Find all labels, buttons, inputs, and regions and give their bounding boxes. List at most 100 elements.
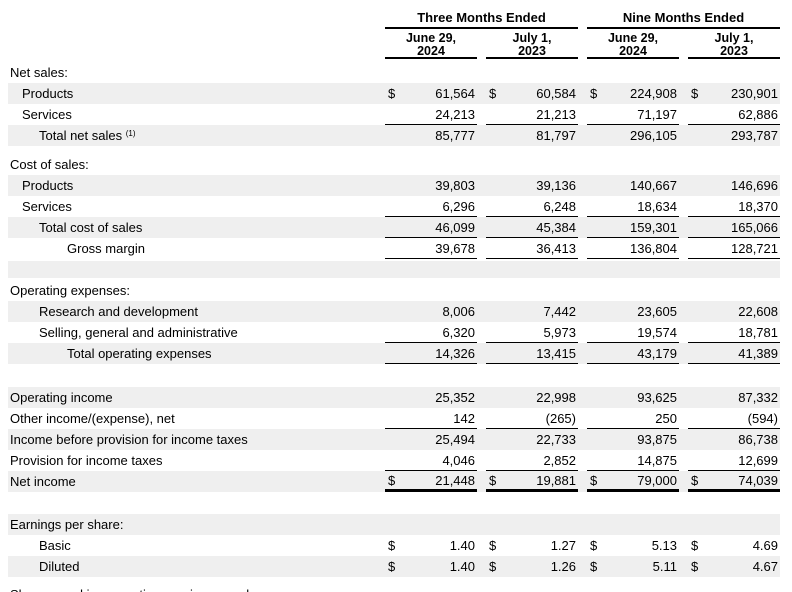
row-label: Shares used in computing earnings per sh… (8, 587, 376, 592)
value-cell-col4 (688, 154, 780, 175)
value-cell-col4: (594) (688, 408, 780, 429)
row-label: Basic (39, 538, 71, 553)
value-cell-col4: 128,721 (688, 238, 780, 259)
cell-value: 5,973 (543, 324, 576, 340)
cell-value: 165,066 (731, 219, 778, 235)
column-header-q3-2024: June 29, 2024 (385, 29, 477, 59)
value-cell-col3 (587, 62, 679, 83)
value-cell-col3: 159,301 (587, 217, 679, 238)
row-label: Total cost of sales (39, 220, 143, 235)
cell-value: 61,564 (435, 86, 475, 101)
value-cell-col4: 22,608 (688, 301, 780, 322)
period-header-row: Three Months Ended Nine Months Ended (8, 10, 780, 29)
value-cell-col1 (385, 587, 477, 592)
value-cell-col4 (688, 587, 780, 592)
row-label: Other income/(expense), net (10, 411, 175, 426)
currency-symbol: $ (590, 472, 598, 488)
row-provision-for-income-taxes: Provision for income taxes 4,046 2,852 14,8… (8, 450, 780, 471)
row-label: Products (22, 178, 74, 193)
cell-value: 250 (655, 410, 677, 426)
row-label: Total net sales (1) (39, 128, 136, 143)
value-cell-col4: 87,332 (688, 387, 780, 408)
row-label: Cost of sales: (10, 157, 89, 172)
row-other-income-expense-net: Other income/(expense), net 142 (265) 250 (5… (8, 408, 780, 429)
value-cell-col2: 45,384 (486, 217, 578, 238)
cell-value: 14,326 (435, 345, 475, 361)
date-line-1: June 29, (607, 31, 659, 45)
row-label: Operating expenses: (10, 283, 130, 298)
value-cell-col3: 93,625 (587, 387, 679, 408)
value-cell-col2: 13,415 (486, 343, 578, 364)
row-label: Selling, general and administrative (39, 325, 238, 340)
value-cell-col2 (486, 280, 578, 301)
row-label: Services (22, 107, 72, 122)
currency-symbol: $ (590, 86, 598, 101)
cell-value: 140,667 (630, 178, 677, 193)
cell-value: 39,678 (435, 240, 475, 256)
value-cell-col1 (385, 280, 477, 301)
currency-symbol: $ (590, 538, 598, 553)
currency-symbol: $ (691, 472, 699, 488)
value-cell-col4: 86,738 (688, 429, 780, 450)
row-label: Net sales: (10, 65, 68, 80)
value-cell-col2: 36,413 (486, 238, 578, 259)
cell-value: (594) (747, 410, 778, 426)
footnote-marker: (1) (125, 129, 136, 138)
cell-value: 18,634 (637, 198, 677, 214)
cell-value: 19,574 (637, 324, 677, 340)
cell-value: 1.26 (550, 559, 576, 574)
row-total-net-sales: Total net sales (1) 85,777 81,797 296,105 29… (8, 125, 780, 146)
row-label: Services (22, 199, 72, 214)
cell-value: 14,875 (637, 452, 677, 468)
cell-value: 46,099 (435, 219, 475, 235)
row-research-and-development: Research and development 8,006 7,442 23,605… (8, 301, 780, 322)
value-cell-col2: 22,998 (486, 387, 578, 408)
cell-value: 6,248 (543, 198, 576, 214)
value-cell-col4 (688, 62, 780, 83)
label-column-spacer (8, 29, 385, 59)
cell-value: 13,415 (536, 345, 576, 361)
currency-symbol: $ (489, 472, 497, 488)
cell-value: (265) (545, 410, 576, 426)
cell-value: 87,332 (738, 390, 778, 405)
cell-value: 4,046 (442, 452, 475, 468)
value-cell-col4: $4.69 (688, 535, 780, 556)
row-total-operating-expenses: Total operating expenses 14,326 13,415 43,1… (8, 343, 780, 364)
value-cell-col1: 142 (385, 408, 477, 429)
value-cell-col3: 250 (587, 408, 679, 429)
date-line-1: July 1, (714, 31, 754, 45)
value-cell-col2 (486, 587, 578, 592)
value-cell-col1: 4,046 (385, 450, 477, 471)
value-cell-col1: $21,448 (385, 471, 477, 492)
value-cell-col3: $5.13 (587, 535, 679, 556)
cell-value: 296,105 (630, 128, 677, 143)
cell-value: 230,901 (731, 86, 778, 101)
row-label: Research and development (39, 304, 198, 319)
row-label: Total operating expenses (67, 346, 212, 361)
currency-symbol: $ (388, 559, 396, 574)
cell-value: 21,213 (536, 106, 576, 122)
cell-value: 21,448 (435, 472, 475, 488)
row-operating-income: Operating income 25,352 22,998 93,625 87,332 (8, 387, 780, 408)
row-label: Provision for income taxes (10, 453, 163, 468)
row-net-sales-services: Services 24,213 21,213 71,197 62,886 (8, 104, 780, 125)
row-label: Operating income (10, 390, 113, 405)
column-header-q3-2023: July 1, 2023 (486, 29, 578, 59)
cell-value: 25,352 (435, 390, 475, 405)
value-cell-col2: 81,797 (486, 125, 578, 146)
value-cell-col3 (587, 514, 679, 535)
value-cell-col1: 46,099 (385, 217, 477, 238)
cell-value: 39,136 (536, 178, 576, 193)
value-cell-col2: 7,442 (486, 301, 578, 322)
date-line-2: 2023 (518, 44, 546, 58)
value-cell-col3: 19,574 (587, 322, 679, 343)
value-cell-col1: 25,494 (385, 429, 477, 450)
row-net-sales-section: Net sales: (8, 62, 780, 83)
value-cell-col3: 140,667 (587, 175, 679, 196)
currency-symbol: $ (388, 472, 396, 488)
cell-value: 1.40 (449, 538, 475, 553)
value-cell-col3: 14,875 (587, 450, 679, 471)
period-header-nine-months: Nine Months Ended (587, 10, 780, 29)
cell-value: 6,320 (442, 324, 475, 340)
